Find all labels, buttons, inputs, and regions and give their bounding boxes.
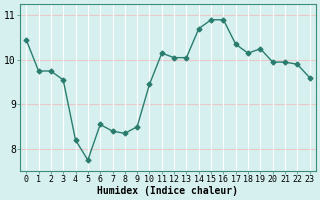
X-axis label: Humidex (Indice chaleur): Humidex (Indice chaleur) [98,186,238,196]
